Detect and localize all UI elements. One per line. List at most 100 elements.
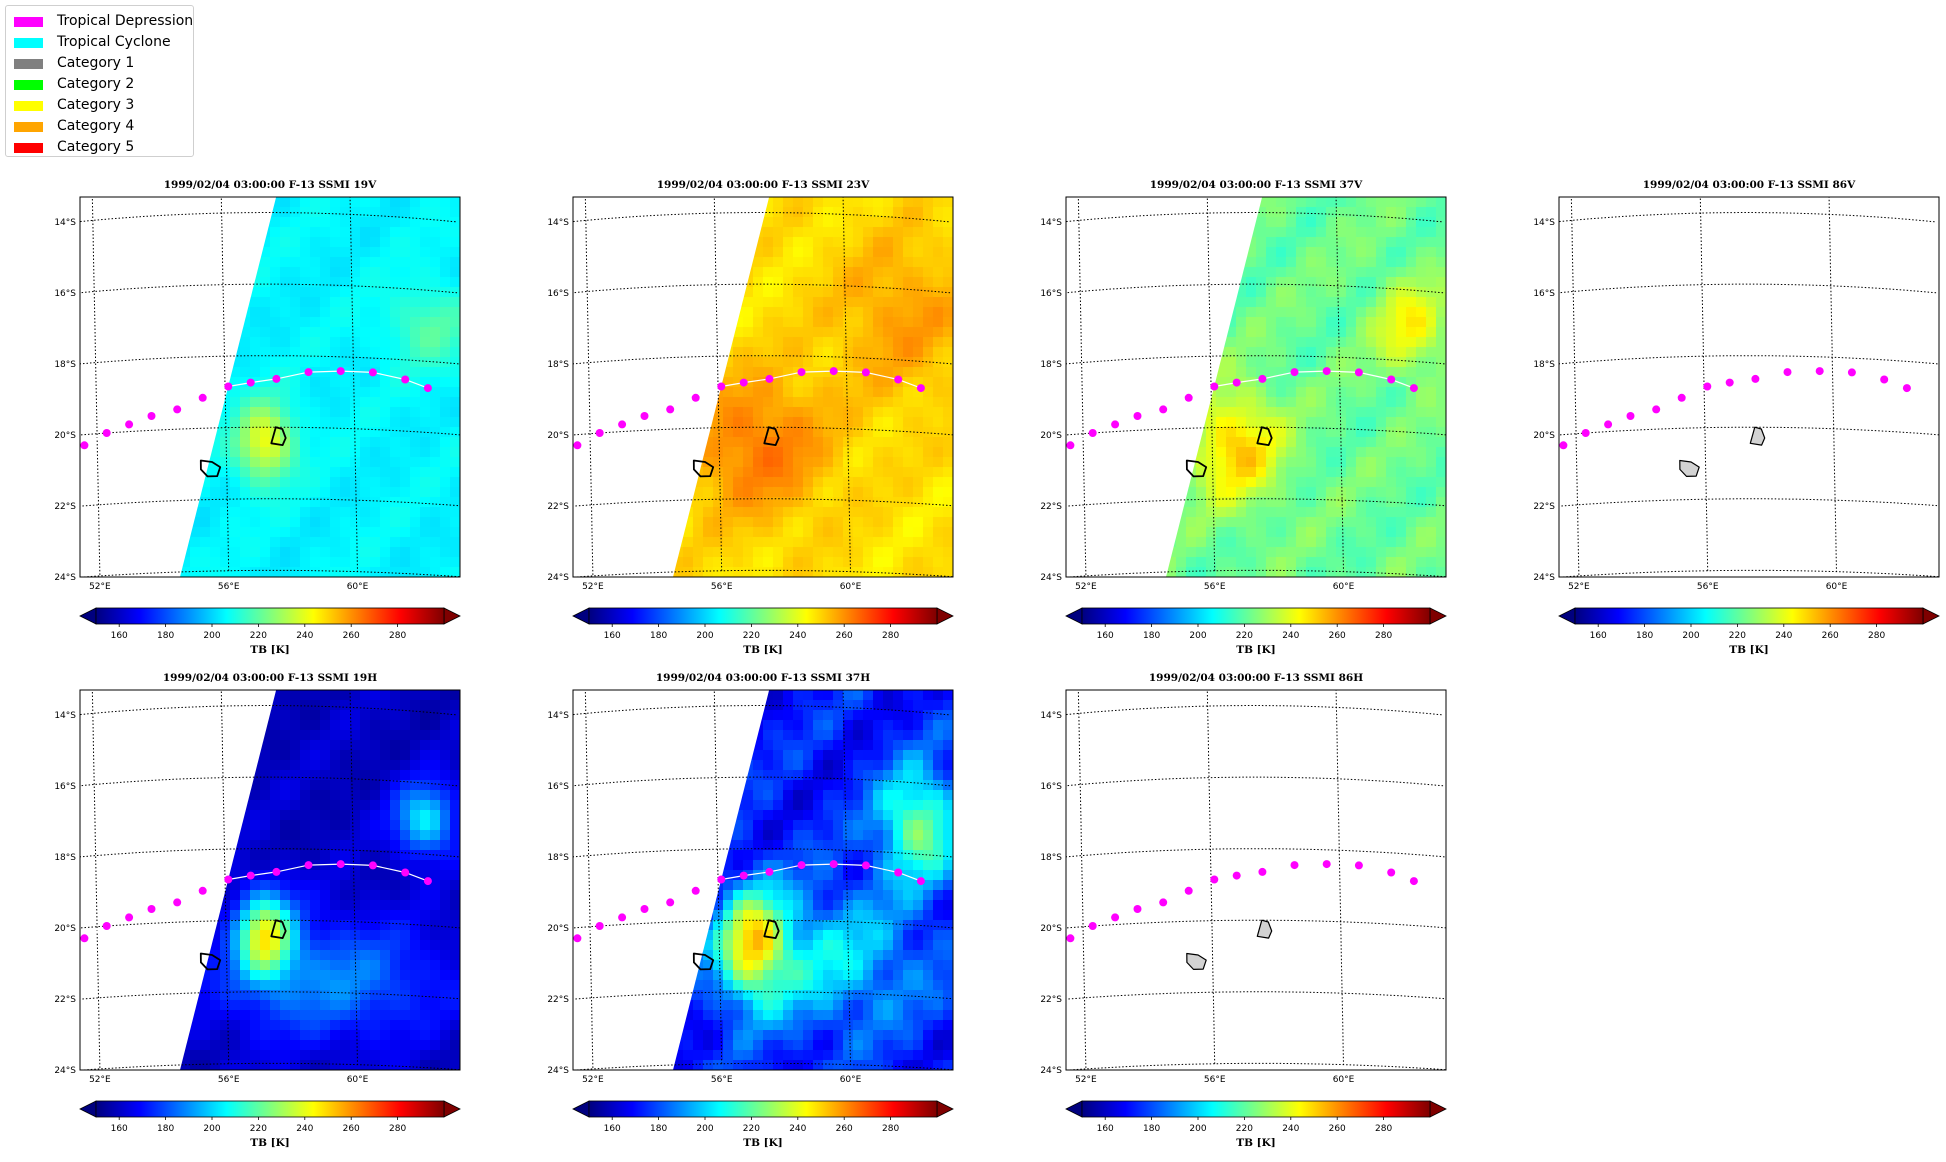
tb-cell: [440, 497, 451, 508]
tb-cell: [783, 297, 794, 308]
tb-cell: [290, 930, 301, 941]
tb-cell: [350, 1010, 361, 1021]
tb-cell: [743, 447, 754, 458]
tb-cell: [200, 1060, 211, 1070]
track-point: [1258, 867, 1267, 876]
tb-cell: [400, 527, 411, 538]
tb-cell: [1266, 427, 1277, 438]
tb-cell: [1296, 517, 1307, 528]
track-point: [1111, 420, 1120, 429]
tb-cell: [733, 537, 744, 548]
tb-cell: [260, 457, 271, 468]
tb-cell: [430, 317, 441, 328]
tb-cell: [250, 277, 261, 288]
tb-cell: [440, 920, 451, 931]
parallel: [1066, 355, 1446, 365]
tb-cell: [1396, 447, 1407, 458]
tb-cell: [793, 1010, 804, 1021]
tb-cell: [380, 217, 391, 228]
tb-cell: [1256, 317, 1267, 328]
tb-cell: [913, 467, 924, 478]
tb-cell: [360, 487, 371, 498]
tb-cell: [320, 1010, 331, 1021]
tb-cell: [833, 557, 844, 568]
tb-cell: [1246, 457, 1257, 468]
tb-cell: [1306, 327, 1317, 338]
tb-cell: [370, 990, 381, 1001]
tb-cell: [430, 980, 441, 991]
tb-cell: [320, 940, 331, 951]
tb-cell: [300, 690, 311, 701]
tb-cell: [1266, 547, 1277, 558]
tb-cell: [843, 750, 854, 761]
tb-cell: [933, 437, 944, 448]
tb-cell: [200, 1010, 211, 1021]
tb-cell: [240, 377, 251, 388]
tb-cell: [1276, 207, 1287, 218]
tb-cell: [250, 890, 261, 901]
tb-cell: [250, 477, 261, 488]
lon-tick-label: 56°E: [218, 1075, 240, 1085]
tb-cell: [360, 337, 371, 348]
tb-cell: [250, 517, 261, 528]
tb-cell: [883, 910, 894, 921]
tb-cell: [340, 780, 351, 791]
tb-cell: [280, 197, 291, 208]
tb-cell: [240, 547, 251, 558]
tb-cell: [843, 517, 854, 528]
tb-cell: [250, 367, 261, 378]
tb-cell: [933, 890, 944, 901]
tb-cell: [793, 710, 804, 721]
tb-cell: [783, 547, 794, 558]
tb-cell: [250, 820, 261, 831]
tb-cell: [703, 1040, 714, 1051]
tb-cell: [260, 980, 271, 991]
tb-cell: [270, 1060, 281, 1070]
track-point: [198, 393, 207, 402]
tb-cell: [753, 900, 764, 911]
tb-cell: [350, 527, 361, 538]
tb-cell: [913, 347, 924, 358]
tb-cell: [933, 217, 944, 228]
track-point: [147, 412, 156, 420]
tb-cell: [450, 447, 460, 458]
tb-cell: [260, 1060, 271, 1070]
tb-cell: [1206, 507, 1217, 518]
colorbar-tick-label: 160: [604, 631, 621, 641]
tb-cell: [1416, 207, 1427, 218]
tb-cell: [280, 507, 291, 518]
tb-cell: [1346, 557, 1357, 568]
tb-cell: [793, 1040, 804, 1051]
tb-cell: [1406, 397, 1417, 408]
tb-cell: [350, 880, 361, 891]
tb-cell: [340, 940, 351, 951]
tb-cell: [773, 700, 784, 711]
tb-cell: [1256, 407, 1267, 418]
tb-cell: [763, 970, 774, 981]
tb-cell: [893, 297, 904, 308]
tb-cell: [430, 337, 441, 348]
tb-cell: [1406, 257, 1417, 268]
tb-cell: [1166, 557, 1177, 568]
tb-cell: [1266, 217, 1277, 228]
island-reunion: [1186, 952, 1207, 970]
tb-cell: [370, 547, 381, 558]
tb-cell: [893, 557, 904, 568]
tb-cell: [823, 1040, 834, 1051]
tb-cell: [923, 990, 934, 1001]
tb-cell: [793, 960, 804, 971]
tb-cell: [300, 497, 311, 508]
tb-cell: [330, 247, 341, 258]
tb-cell: [863, 730, 874, 741]
tb-cell: [1316, 297, 1327, 308]
tb-cell: [853, 507, 864, 518]
tb-cell: [933, 197, 944, 208]
tb-cell: [873, 760, 884, 771]
tb-cell: [270, 337, 281, 348]
tb-cell: [1416, 397, 1427, 408]
tb-cell: [400, 740, 411, 751]
tb-cell: [1266, 557, 1277, 568]
tb-cell: [440, 910, 451, 921]
tb-cell: [290, 467, 301, 478]
tb-cell: [813, 890, 824, 901]
